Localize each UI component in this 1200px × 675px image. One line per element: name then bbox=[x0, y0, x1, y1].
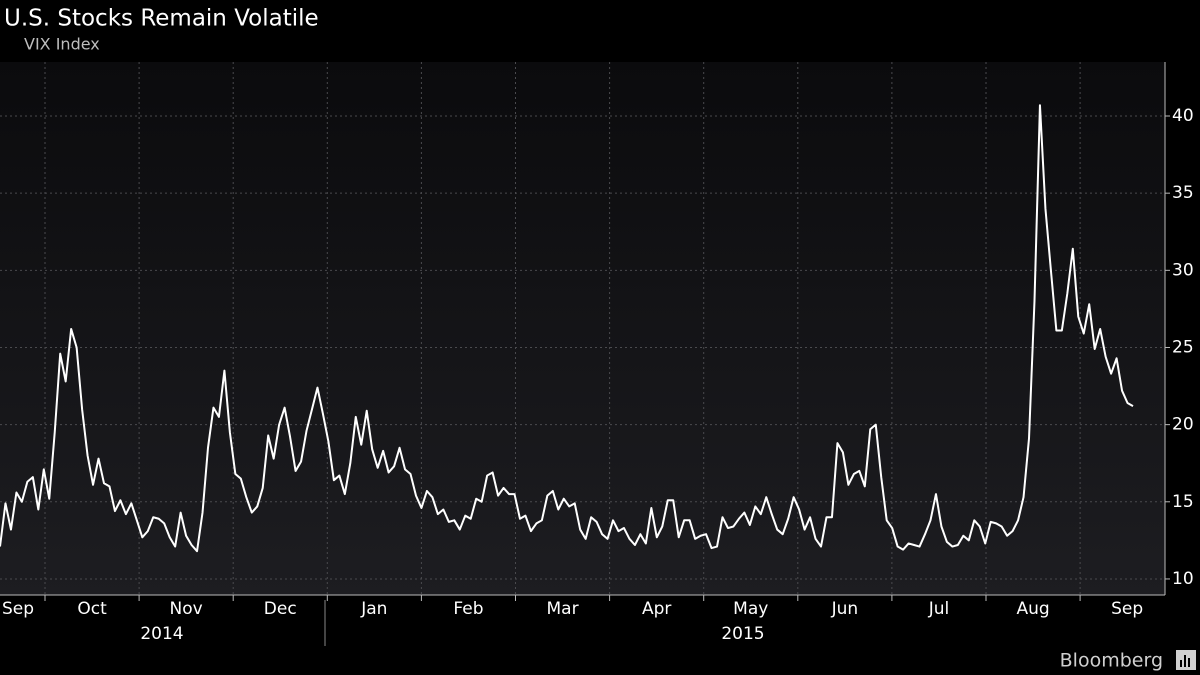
line-series bbox=[0, 104, 1134, 553]
y-tick-label: 30 bbox=[1172, 260, 1194, 280]
x-tick-label: Dec bbox=[264, 599, 297, 619]
year-label: 2014 bbox=[140, 624, 183, 644]
chart-subtitle: VIX Index bbox=[24, 35, 100, 54]
y-tick-label: 15 bbox=[1172, 492, 1194, 512]
year-label: 2015 bbox=[721, 624, 764, 644]
y-tick-label: 10 bbox=[1172, 569, 1194, 589]
y-tick-label: 40 bbox=[1172, 106, 1194, 126]
logo bbox=[1176, 650, 1196, 670]
chart-title: U.S. Stocks Remain Volatile bbox=[4, 6, 319, 32]
x-tick-label: Aug bbox=[1016, 599, 1049, 619]
x-tick-label: Sep bbox=[1111, 599, 1143, 619]
x-tick-label: Jan bbox=[360, 599, 387, 619]
x-tick-label: Nov bbox=[170, 599, 203, 619]
x-tick-label: May bbox=[733, 599, 768, 619]
plot-area bbox=[0, 62, 1165, 595]
y-tick-label: 20 bbox=[1172, 415, 1194, 435]
y-tick-label: 25 bbox=[1172, 337, 1194, 357]
x-tick-label: Oct bbox=[77, 599, 107, 619]
x-tick-label: Sep bbox=[2, 599, 34, 619]
y-tick-label: 35 bbox=[1172, 183, 1194, 203]
source: Bloomberg bbox=[1060, 650, 1163, 672]
x-tick-label: Jun bbox=[831, 599, 859, 619]
x-tick-label: Jul bbox=[928, 599, 950, 619]
x-tick-label: Mar bbox=[547, 599, 579, 619]
x-tick-label: Feb bbox=[453, 599, 483, 619]
x-tick-label: Apr bbox=[642, 599, 671, 619]
